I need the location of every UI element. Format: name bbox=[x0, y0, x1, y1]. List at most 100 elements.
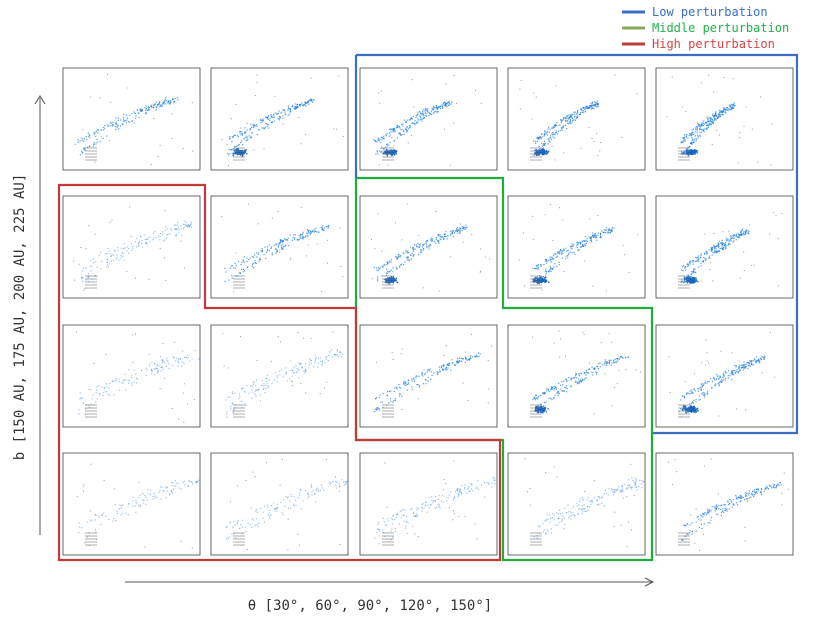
particle bbox=[545, 260, 547, 262]
particle bbox=[595, 102, 597, 104]
particle bbox=[423, 117, 425, 119]
particle bbox=[263, 521, 265, 523]
particle bbox=[544, 134, 546, 136]
particle bbox=[310, 98, 312, 100]
debris-point bbox=[402, 128, 404, 130]
particle bbox=[535, 406, 537, 408]
particle bbox=[541, 151, 543, 153]
particle bbox=[155, 109, 157, 111]
particle bbox=[114, 125, 116, 127]
debris-point bbox=[277, 210, 279, 212]
particle bbox=[261, 250, 263, 252]
particle bbox=[706, 127, 708, 129]
particle bbox=[262, 388, 264, 390]
particle bbox=[117, 247, 119, 249]
particle bbox=[320, 357, 322, 359]
particle bbox=[553, 258, 555, 260]
debris-point bbox=[618, 369, 620, 371]
particle bbox=[273, 244, 275, 246]
particle bbox=[239, 133, 241, 135]
debris-point bbox=[246, 549, 248, 550]
particle bbox=[327, 227, 329, 229]
particle bbox=[241, 400, 243, 403]
particle bbox=[268, 512, 270, 514]
debris-point bbox=[693, 372, 695, 374]
particle bbox=[94, 514, 96, 516]
particle bbox=[684, 140, 686, 142]
particle bbox=[290, 507, 292, 510]
particle bbox=[190, 481, 192, 483]
panel-frame bbox=[655, 67, 794, 171]
particle bbox=[154, 362, 156, 365]
particle bbox=[548, 397, 550, 399]
particle bbox=[186, 225, 188, 227]
particle bbox=[244, 403, 246, 405]
particle bbox=[286, 371, 288, 373]
particle bbox=[106, 258, 108, 261]
particle bbox=[234, 145, 236, 147]
particle bbox=[93, 131, 95, 134]
particle bbox=[707, 120, 709, 122]
particle bbox=[403, 381, 405, 383]
particle bbox=[594, 368, 596, 370]
particle bbox=[107, 393, 109, 395]
particle bbox=[586, 240, 588, 242]
particle bbox=[566, 255, 569, 257]
debris-point bbox=[180, 540, 182, 542]
particle bbox=[158, 491, 160, 493]
debris-point bbox=[229, 500, 231, 502]
particle bbox=[114, 249, 116, 251]
particle bbox=[693, 278, 695, 280]
particle bbox=[733, 234, 735, 236]
particle bbox=[386, 261, 388, 263]
particle bbox=[252, 262, 254, 265]
particle bbox=[444, 368, 446, 370]
particle bbox=[593, 101, 596, 103]
debris-point bbox=[150, 163, 152, 165]
particle bbox=[713, 251, 715, 254]
particle bbox=[691, 391, 693, 393]
particle bbox=[693, 268, 695, 270]
particle bbox=[417, 384, 419, 386]
debris-point bbox=[410, 135, 412, 136]
particle bbox=[251, 526, 253, 528]
particle bbox=[279, 115, 281, 117]
debris-point bbox=[274, 95, 276, 97]
particle bbox=[755, 362, 757, 364]
particle bbox=[400, 123, 403, 125]
particle bbox=[426, 244, 428, 246]
particle bbox=[608, 362, 610, 364]
particle bbox=[275, 252, 277, 254]
particle bbox=[396, 137, 398, 139]
particle bbox=[539, 411, 542, 414]
particle bbox=[536, 281, 538, 284]
particle bbox=[98, 385, 100, 387]
particle bbox=[741, 234, 743, 236]
particle bbox=[229, 136, 231, 138]
particle bbox=[127, 514, 129, 516]
particle bbox=[87, 132, 89, 134]
debris-point bbox=[90, 96, 92, 98]
particle bbox=[109, 383, 111, 385]
particle bbox=[174, 480, 176, 482]
particle bbox=[419, 115, 421, 118]
particle bbox=[82, 151, 84, 154]
particle bbox=[560, 252, 562, 254]
particle bbox=[300, 237, 302, 239]
debris-point bbox=[378, 92, 380, 94]
particle bbox=[377, 153, 379, 155]
particle bbox=[155, 101, 158, 103]
particle bbox=[405, 128, 408, 130]
particle bbox=[140, 110, 142, 112]
particle-cloud bbox=[225, 459, 348, 551]
particle bbox=[595, 105, 597, 107]
particle bbox=[147, 106, 149, 108]
particle bbox=[311, 494, 313, 496]
particle bbox=[417, 121, 419, 123]
debris-point bbox=[479, 271, 481, 273]
particle bbox=[421, 114, 423, 116]
debris-point bbox=[491, 345, 492, 347]
particle bbox=[393, 152, 395, 154]
particle bbox=[690, 408, 692, 411]
particle bbox=[577, 383, 579, 385]
